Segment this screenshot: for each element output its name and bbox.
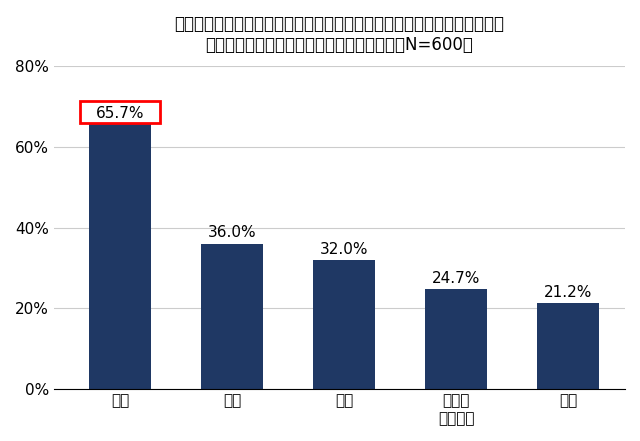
Bar — [538, 303, 599, 389]
Text: 24.7%: 24.7% — [432, 271, 481, 286]
Text: 32.0%: 32.0% — [320, 242, 369, 257]
Bar — [426, 289, 487, 389]
Bar — [202, 244, 263, 389]
Bar — [90, 124, 151, 389]
Bar — [314, 260, 375, 389]
Text: 36.0%: 36.0% — [208, 225, 257, 240]
Text: 65.7%: 65.7% — [96, 106, 145, 121]
Text: 21.2%: 21.2% — [544, 285, 593, 300]
Title: 今後、もしあなたがストーカー行為の被害に遭った（遭いそうになった）
としたら、誰に相談しますか　（複数回答、N=600）: 今後、もしあなたがストーカー行為の被害に遭った（遭いそうになった） としたら、誰… — [175, 15, 504, 54]
